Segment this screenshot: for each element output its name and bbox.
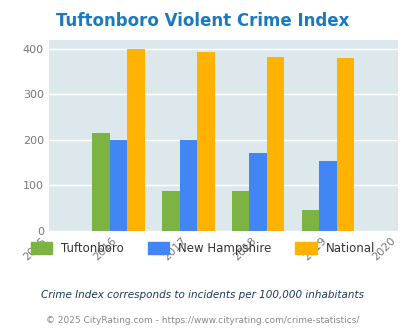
- Text: © 2025 CityRating.com - https://www.cityrating.com/crime-statistics/: © 2025 CityRating.com - https://www.city…: [46, 315, 359, 325]
- Bar: [127, 49, 145, 231]
- Bar: [336, 58, 354, 231]
- Bar: [179, 140, 196, 231]
- Bar: [319, 161, 336, 231]
- Text: Crime Index corresponds to incidents per 100,000 inhabitants: Crime Index corresponds to incidents per…: [41, 290, 364, 300]
- Bar: [232, 191, 249, 231]
- Bar: [110, 140, 127, 231]
- Bar: [249, 152, 266, 231]
- Bar: [162, 191, 179, 231]
- Text: Tuftonboro Violent Crime Index: Tuftonboro Violent Crime Index: [56, 13, 349, 30]
- Bar: [92, 133, 110, 231]
- Bar: [301, 211, 319, 231]
- Bar: [266, 57, 284, 231]
- Legend: Tuftonboro, New Hampshire, National: Tuftonboro, New Hampshire, National: [26, 237, 379, 260]
- Bar: [197, 52, 214, 231]
